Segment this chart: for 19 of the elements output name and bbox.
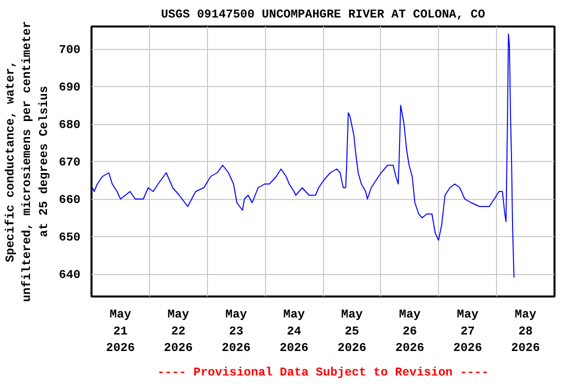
x-tick-label: May 22 2026	[164, 308, 193, 356]
x-tick-label: May 25 2026	[338, 308, 366, 356]
chart-title: USGS 09147500 UNCOMPAHGRE RIVER AT COLONA, CO	[160, 8, 486, 22]
y-tick-label: 690	[58, 80, 81, 94]
y-tick-label: 680	[58, 118, 81, 132]
line-series	[92, 34, 514, 278]
x-tick-label: May 26 2026	[395, 308, 424, 356]
y-tick-label: 660	[58, 193, 81, 207]
x-tick-label: May 28 2026	[511, 308, 540, 356]
y-tick-label: 670	[58, 156, 81, 170]
y-tick-label: 650	[58, 230, 81, 244]
text: ---- Provisional Data Subject to Revision ----	[157, 366, 489, 380]
y-axis-title: Specific conductance, water, unfiltered, microsiemens per centimeter at 25 degrees Celsius	[3, 21, 51, 302]
x-tick-label: May 27 2026	[453, 308, 482, 356]
x-tick-label: May 21 2026	[106, 308, 135, 356]
y-tick-label: 700	[58, 43, 81, 57]
x-tick-label: May 23 2026	[222, 308, 251, 356]
x-tick-label: May 24 2026	[280, 308, 308, 356]
y-tick-label: 640	[58, 268, 81, 282]
